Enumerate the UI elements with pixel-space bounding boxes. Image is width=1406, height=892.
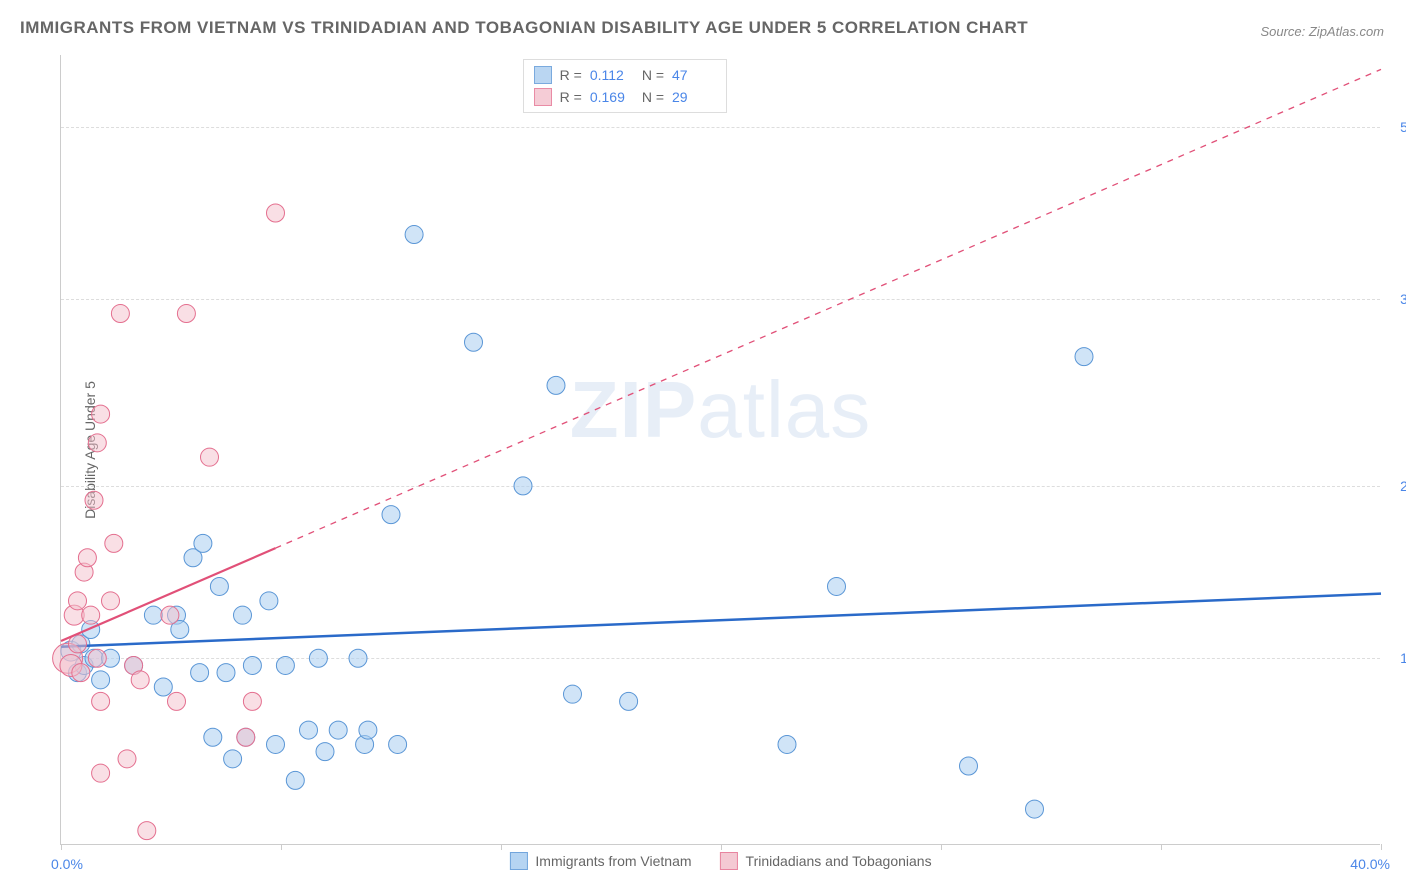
scatter-point [131,671,149,689]
x-axis-min-label: 0.0% [51,856,83,872]
scatter-point [243,692,261,710]
scatter-point [69,592,87,610]
scatter-point [349,649,367,667]
scatter-point [102,592,120,610]
x-tick [1381,844,1382,850]
scatter-point [234,606,252,624]
stat-r-label: R = [560,67,582,83]
scatter-point [72,664,90,682]
scatter-point [828,577,846,595]
legend-item: Trinidadians and Tobagonians [720,852,932,870]
stat-n-value: 47 [672,67,716,83]
scatter-point [620,692,638,710]
scatter-svg [61,55,1380,844]
scatter-point [1075,348,1093,366]
scatter-point [88,434,106,452]
scatter-point [105,534,123,552]
scatter-point [1026,800,1044,818]
scatter-point [191,664,209,682]
scatter-point [210,577,228,595]
y-tick-label: 3.8% [1400,291,1406,307]
scatter-point [177,305,195,323]
legend-series-name: Trinidadians and Tobagonians [746,853,932,869]
scatter-point [144,606,162,624]
y-tick-label: 1.3% [1400,650,1406,666]
scatter-point [309,649,327,667]
stat-n-label: N = [642,67,664,83]
scatter-point [564,685,582,703]
scatter-point [161,606,179,624]
stat-r-label: R = [560,89,582,105]
scatter-point [237,728,255,746]
scatter-point [243,656,261,674]
scatter-point [168,692,186,710]
x-axis-max-label: 40.0% [1350,856,1390,872]
y-tick-label: 5.0% [1400,119,1406,135]
legend-bottom: Immigrants from Vietnam Trinidadians and… [509,852,931,870]
scatter-point [118,750,136,768]
legend-swatch [534,66,552,84]
legend-stats-row: R = 0.112 N = 47 [534,64,716,86]
scatter-point [300,721,318,739]
scatter-point [329,721,347,739]
scatter-point [82,606,100,624]
chart-title: IMMIGRANTS FROM VIETNAM VS TRINIDADIAN A… [20,18,1028,38]
scatter-point [154,678,172,696]
scatter-point [316,743,334,761]
scatter-point [389,735,407,753]
trend-line-dashed [276,69,1382,548]
x-tick [1161,844,1162,850]
source-attribution: Source: ZipAtlas.com [1260,24,1384,39]
scatter-point [382,506,400,524]
chart-plot-area: Disability Age Under 5 ZIPatlas 1.3%2.5%… [60,55,1380,845]
scatter-point [405,226,423,244]
legend-swatch [509,852,527,870]
scatter-point [267,735,285,753]
scatter-point [138,822,156,840]
legend-item: Immigrants from Vietnam [509,852,691,870]
legend-stats-row: R = 0.169 N = 29 [534,86,716,108]
x-tick [721,844,722,850]
scatter-point [514,477,532,495]
x-tick [61,844,62,850]
scatter-point [92,764,110,782]
scatter-point [92,671,110,689]
scatter-point [111,305,129,323]
scatter-point [88,649,106,667]
scatter-point [465,333,483,351]
trend-line-solid [61,594,1381,647]
stat-r-value: 0.169 [590,89,634,105]
y-tick-label: 2.5% [1400,478,1406,494]
scatter-point [78,549,96,567]
scatter-point [359,721,377,739]
x-tick [501,844,502,850]
stat-n-value: 29 [672,89,716,105]
x-tick [281,844,282,850]
legend-swatch [720,852,738,870]
scatter-point [260,592,278,610]
scatter-point [85,491,103,509]
scatter-point [224,750,242,768]
stat-n-label: N = [642,89,664,105]
legend-swatch [534,88,552,106]
scatter-point [194,534,212,552]
scatter-point [286,771,304,789]
scatter-point [276,656,294,674]
scatter-point [267,204,285,222]
legend-series-name: Immigrants from Vietnam [535,853,691,869]
x-tick [941,844,942,850]
scatter-point [92,405,110,423]
scatter-point [547,376,565,394]
scatter-point [204,728,222,746]
stat-r-value: 0.112 [590,67,634,83]
scatter-point [201,448,219,466]
scatter-point [92,692,110,710]
legend-stats-box: R = 0.112 N = 47 R = 0.169 N = 29 [523,59,727,113]
scatter-point [217,664,235,682]
scatter-point [778,735,796,753]
scatter-point [960,757,978,775]
